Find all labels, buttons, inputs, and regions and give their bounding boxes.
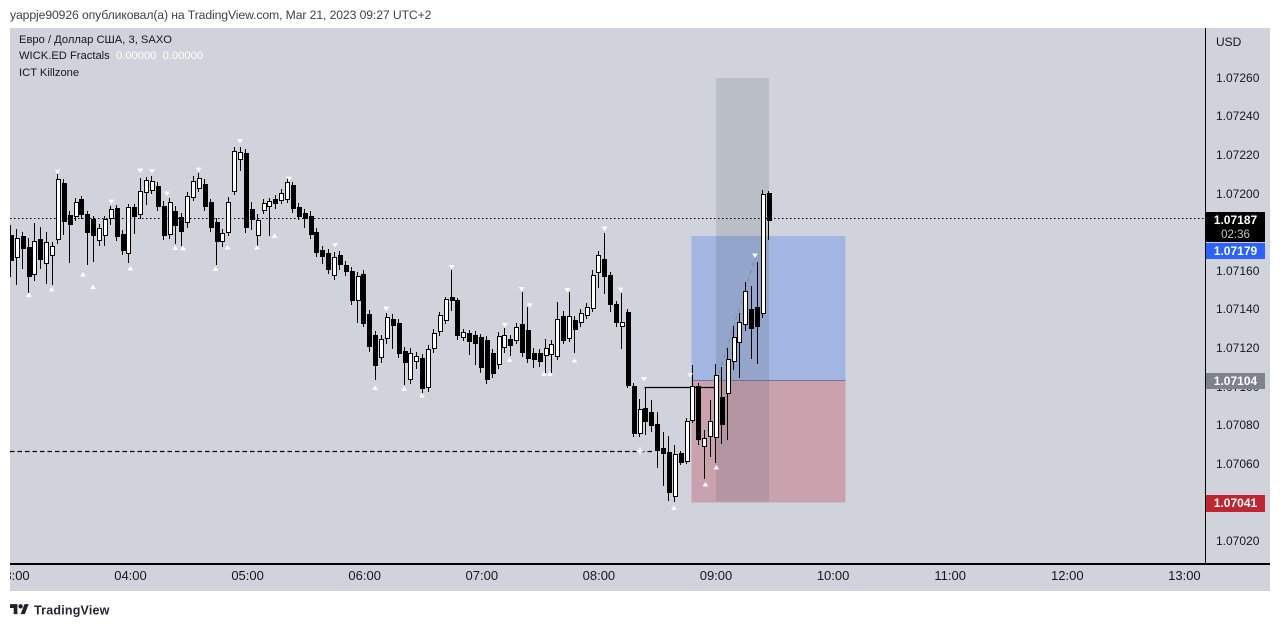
svg-text:TradingView: TradingView (34, 604, 110, 618)
